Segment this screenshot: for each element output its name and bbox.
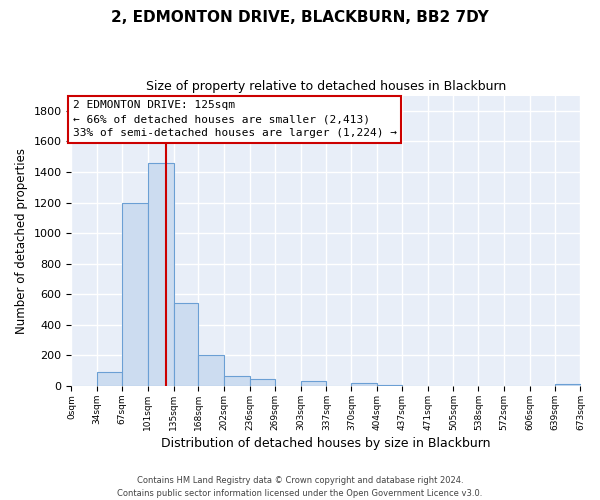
- Bar: [148, 163, 173, 386]
- Bar: [555, 384, 581, 386]
- X-axis label: Distribution of detached houses by size in Blackburn: Distribution of detached houses by size …: [161, 437, 491, 450]
- Bar: [351, 383, 377, 386]
- Bar: [224, 376, 250, 386]
- Bar: [199, 356, 224, 386]
- Bar: [97, 372, 122, 386]
- Bar: [122, 202, 148, 386]
- Text: Contains HM Land Registry data © Crown copyright and database right 2024.
Contai: Contains HM Land Registry data © Crown c…: [118, 476, 482, 498]
- Text: 2, EDMONTON DRIVE, BLACKBURN, BB2 7DY: 2, EDMONTON DRIVE, BLACKBURN, BB2 7DY: [111, 10, 489, 25]
- Bar: [377, 384, 402, 386]
- Y-axis label: Number of detached properties: Number of detached properties: [15, 148, 28, 334]
- Bar: [173, 304, 199, 386]
- Bar: [250, 379, 275, 386]
- Title: Size of property relative to detached houses in Blackburn: Size of property relative to detached ho…: [146, 80, 506, 93]
- Text: 2 EDMONTON DRIVE: 125sqm
← 66% of detached houses are smaller (2,413)
33% of sem: 2 EDMONTON DRIVE: 125sqm ← 66% of detach…: [73, 100, 397, 138]
- Bar: [301, 382, 326, 386]
